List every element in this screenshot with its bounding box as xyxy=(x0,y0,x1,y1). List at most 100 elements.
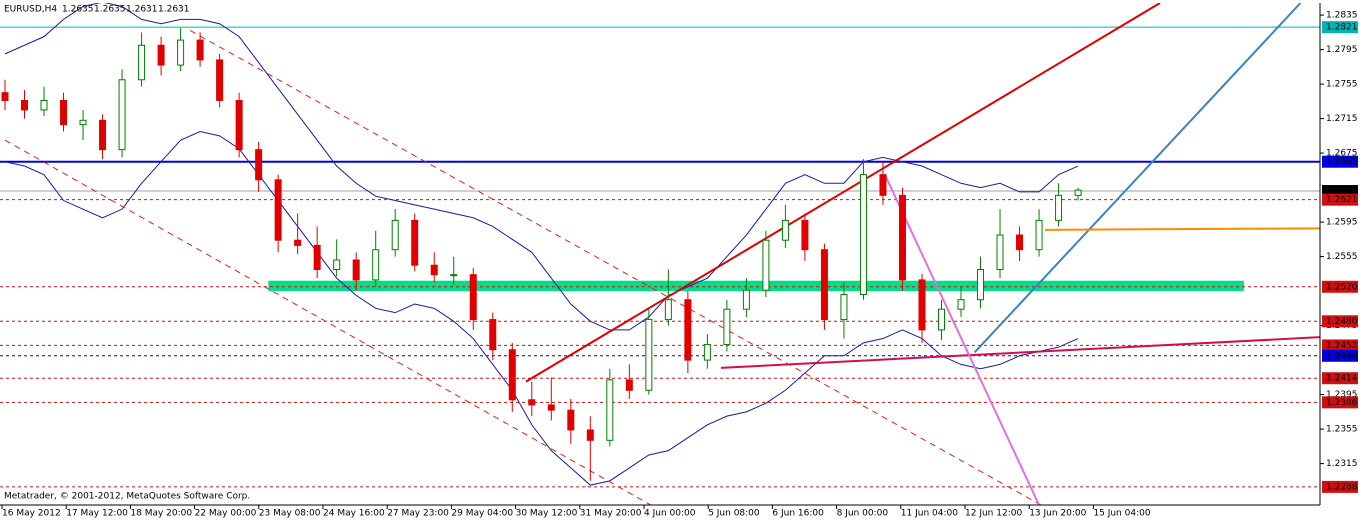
level-label: 1.2480 xyxy=(1326,317,1358,327)
ohlc-info: 1.2631 xyxy=(158,5,190,15)
candle-body xyxy=(957,299,965,310)
level-label: 1.2414 xyxy=(1326,374,1358,384)
level-label-bg xyxy=(1322,155,1358,168)
y-tick-label: 1.2795 xyxy=(1326,45,1358,55)
candle-body xyxy=(235,99,243,151)
y-tick-label: 1.2675 xyxy=(1326,149,1358,159)
level-label-bg xyxy=(1322,193,1358,206)
candle-body xyxy=(157,44,165,66)
y-tick-label: 1.2355 xyxy=(1326,425,1358,435)
candle-body xyxy=(879,174,887,196)
symbol: EURUSD,H4 xyxy=(4,5,57,15)
candle-body xyxy=(294,239,302,246)
trend-line xyxy=(190,30,1042,505)
support-zone xyxy=(268,280,1244,292)
x-tick-label: 5 Jun 08:00 xyxy=(708,509,760,519)
x-tick-label: 4 Jun 00:00 xyxy=(644,509,696,519)
y-tick-label: 1.2595 xyxy=(1326,218,1358,228)
x-tick-label: 13 Jun 20:00 xyxy=(1029,509,1086,519)
candle-body xyxy=(177,39,185,66)
y-tick-label: 1.2715 xyxy=(1326,114,1358,124)
candle-body xyxy=(664,299,672,321)
x-tick-label: 27 May 23:00 xyxy=(387,509,449,519)
x-tick-label: 24 May 16:00 xyxy=(323,509,385,519)
candle-body xyxy=(898,194,906,281)
candle-body xyxy=(606,379,614,441)
x-tick-label: 11 Jun 04:00 xyxy=(901,509,958,519)
x-tick-label: 23 May 08:00 xyxy=(259,509,321,519)
candle-body xyxy=(1,92,9,101)
level-label-bg xyxy=(1322,339,1358,352)
level-label-bg xyxy=(1322,315,1358,328)
trend-line xyxy=(1044,227,1320,231)
candle-body xyxy=(99,119,107,151)
candle-body xyxy=(372,249,380,281)
candle-body xyxy=(138,44,146,81)
x-tick-label: 30 May 12:00 xyxy=(516,509,578,519)
candle-body xyxy=(450,274,458,277)
level-label: 1.2288 xyxy=(1326,482,1358,492)
candle-body xyxy=(547,404,555,411)
candle-body xyxy=(762,239,770,291)
bollinger-band xyxy=(4,3,1079,331)
candle-body xyxy=(21,99,29,111)
candle-body xyxy=(1074,189,1082,196)
candle-body xyxy=(645,319,653,391)
trend-line xyxy=(884,174,1040,505)
axes: 1.2835 1.2795 1.2755 1.2715 1.2675 1.2595 1.25… xyxy=(1,11,1358,519)
trend-line xyxy=(525,3,1161,383)
candle-body xyxy=(859,174,867,296)
candle-body xyxy=(937,308,945,331)
candle-body xyxy=(586,429,594,441)
candle-body xyxy=(255,149,263,181)
level-label: 1.2386 xyxy=(1326,398,1358,408)
y-tick-label: 1.2755 xyxy=(1326,80,1358,90)
candle-body xyxy=(391,219,399,251)
candle-body xyxy=(411,219,419,266)
ohlc-info: 1.2631 xyxy=(126,5,158,15)
level-label-bg xyxy=(1322,21,1358,34)
candle-body xyxy=(352,259,360,281)
candle-body xyxy=(996,234,1004,271)
x-tick-label: 22 May 00:00 xyxy=(195,509,257,519)
candle-body xyxy=(918,279,926,331)
candle-body xyxy=(840,294,848,321)
level-label-bg xyxy=(1322,280,1358,293)
candle-body xyxy=(118,79,126,151)
level-label: 1.2821 xyxy=(1326,23,1358,33)
candle-body xyxy=(469,274,477,321)
candle-body xyxy=(820,249,828,321)
candle-body xyxy=(567,409,575,431)
footer: Metatrader, © 2001-2012, MetaQuotes Soft… xyxy=(4,492,250,502)
x-tick-label: 29 May 04:00 xyxy=(451,509,513,519)
candle-body xyxy=(528,399,536,406)
candle-body xyxy=(625,379,633,391)
candle-body xyxy=(1055,194,1063,221)
bollinger-band xyxy=(4,130,1079,486)
y-tick-label: 1.2315 xyxy=(1326,459,1358,469)
level-label: 1.2452 xyxy=(1326,341,1358,351)
x-tick-label: 6 Jun 16:00 xyxy=(772,509,824,519)
ohlc-info: 1.2635 xyxy=(62,5,94,15)
x-tick-label: 18 May 20:00 xyxy=(130,509,192,519)
level-label-bg xyxy=(1322,349,1358,362)
x-tick-label: 15 Jun 04:00 xyxy=(1093,509,1150,519)
candle-body xyxy=(781,219,789,241)
level-label: 1.2631 xyxy=(1326,187,1358,197)
y-tick-label: 1.2395 xyxy=(1326,390,1358,400)
level-label: 1.2621 xyxy=(1326,195,1358,205)
level-label-bg xyxy=(1322,372,1358,385)
candle-body xyxy=(430,264,438,276)
candle-body xyxy=(723,308,731,346)
level-label: 1.2665 xyxy=(1326,157,1358,167)
trend-line xyxy=(4,139,652,505)
candle-body xyxy=(489,319,497,351)
candle-body xyxy=(216,59,224,101)
trend-line xyxy=(720,336,1320,369)
level-label: 1.2440 xyxy=(1326,351,1358,361)
x-tick-label: 8 Jun 00:00 xyxy=(837,509,889,519)
trend-line xyxy=(973,3,1302,354)
candle-body xyxy=(684,299,692,361)
